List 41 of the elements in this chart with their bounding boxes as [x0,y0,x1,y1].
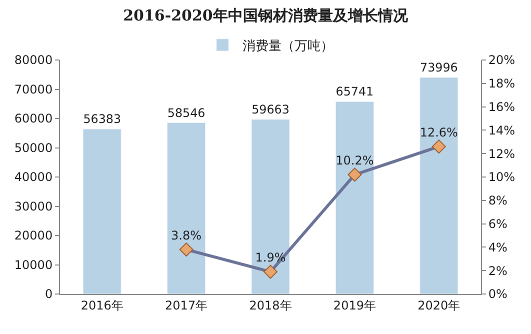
y-tick-label: 0 [44,287,53,302]
y2-tick-label: 8% [488,194,508,208]
y-tick-label: 50000 [14,140,53,155]
y2-tick-label: 10% [488,170,516,184]
data-label: 59663 [252,102,290,117]
chart-title: 2016-2020年中国钢材消费量及增长情况 [123,6,409,25]
y2-tick-label: 16% [488,100,516,114]
bar [167,122,206,294]
y-tick-label: 40000 [14,170,53,184]
y2-tick-label: 18% [488,76,516,91]
x-tick-label: 2019年 [333,298,376,312]
y2-tick-label: 14% [488,123,516,138]
y2-tick-label: 4% [488,240,508,254]
data-label: 12.6% [420,125,458,140]
bar [336,101,374,294]
data-label: 10.2% [336,153,374,168]
y-tick-label: 70000 [14,82,53,96]
data-label: 56383 [83,112,122,126]
y-tick-label: 60000 [14,112,53,126]
data-label: 65741 [336,84,374,99]
bar [251,119,290,294]
data-label: 1.9% [255,250,286,265]
y2-tick-label: 20% [488,53,516,68]
x-tick-label: 2018年 [249,298,292,312]
x-tick-label: 2017年 [165,298,208,312]
y-tick-label: 30000 [14,199,53,214]
y-tick-label: 20000 [14,228,53,243]
data-label: 3.8% [171,228,202,242]
y-tick-label: 80000 [14,53,53,68]
bar [420,77,458,294]
bar [82,128,122,294]
y2-tick-label: 2% [488,264,508,278]
y2-tick-label: 0% [488,287,508,302]
legend-label: 消费量（万吨） [242,39,334,54]
y2-tick-label: 12% [488,146,516,161]
data-label: 58546 [167,106,206,120]
y2-tick-label: 6% [488,217,508,231]
data-label: 73996 [420,60,458,75]
y-tick-label: 10000 [14,258,53,272]
x-tick-label: 2020年 [418,298,460,312]
x-tick-label: 2016年 [80,298,124,312]
